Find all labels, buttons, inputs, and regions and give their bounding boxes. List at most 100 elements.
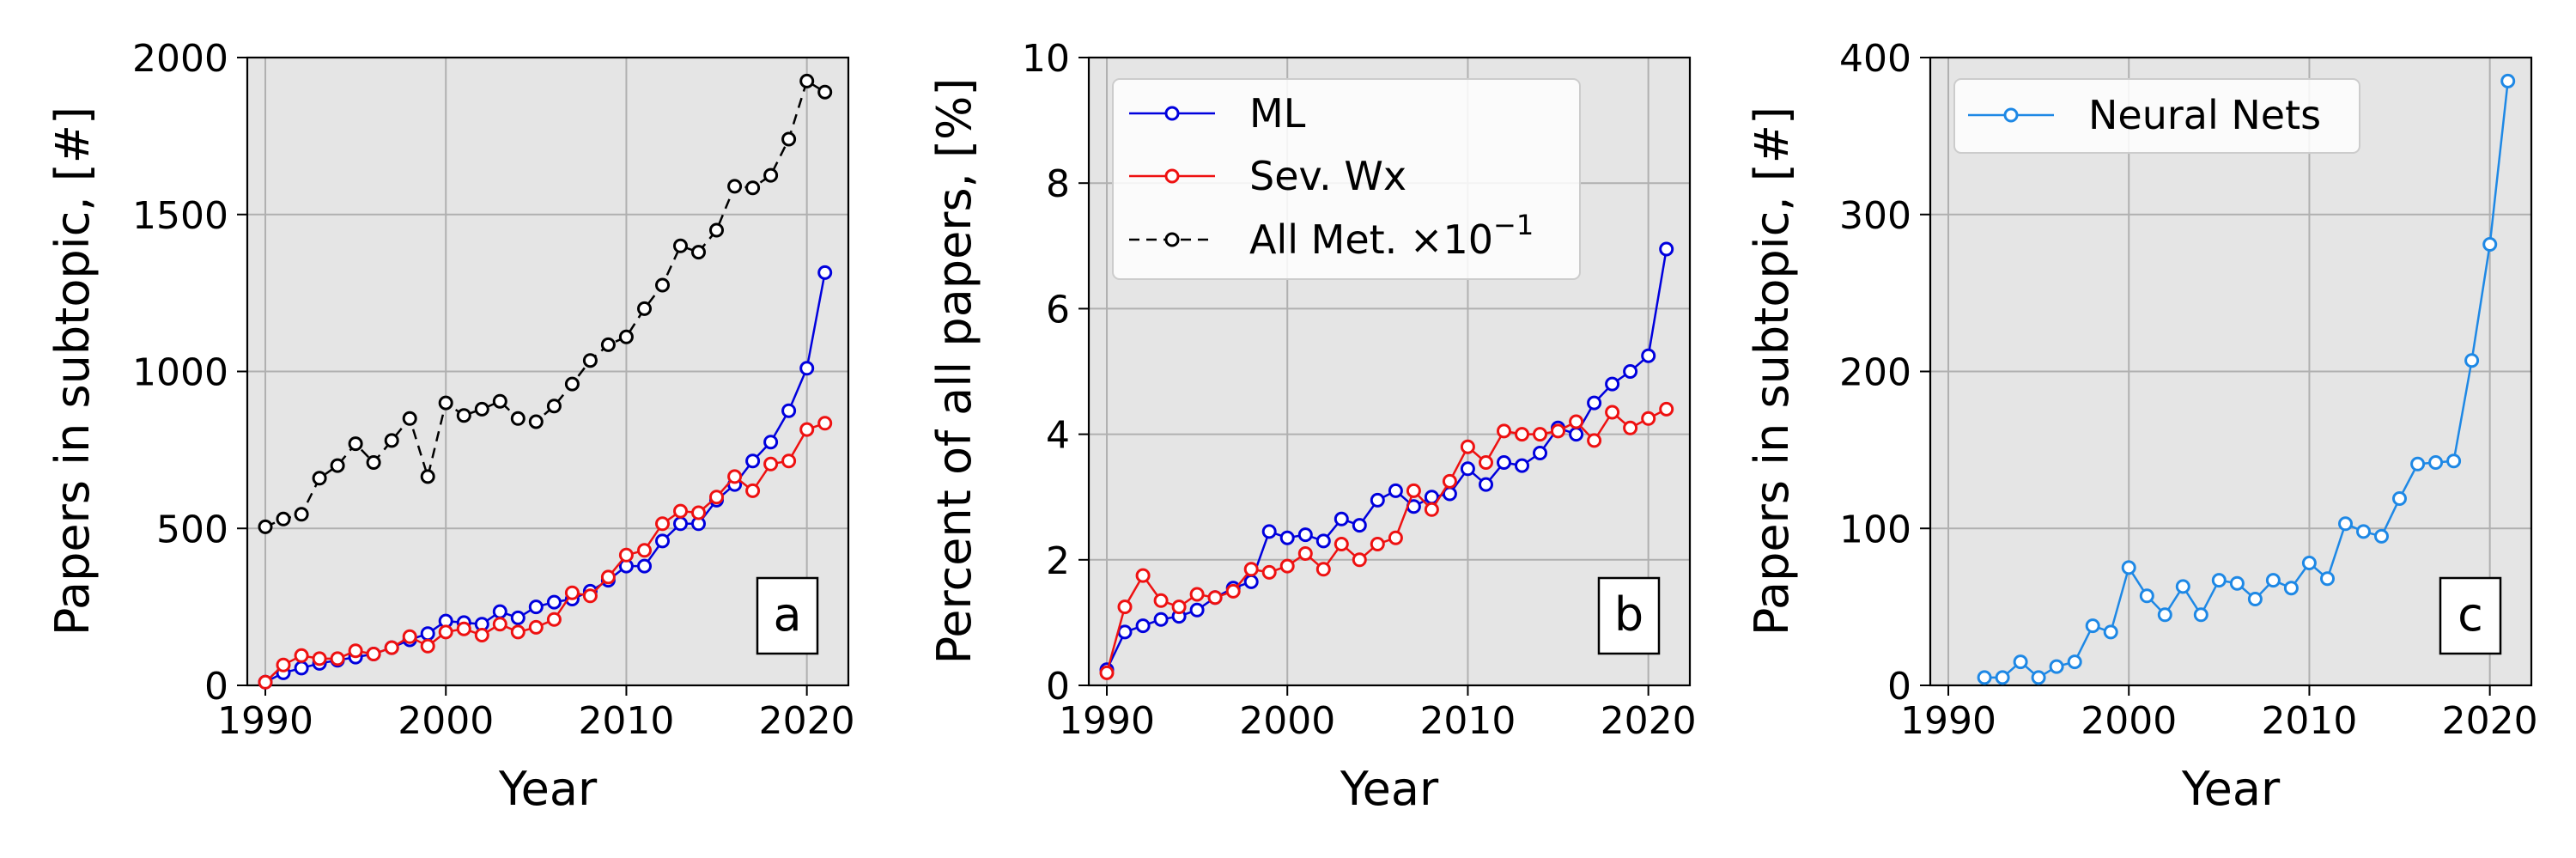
panel-c-series-neural-nets-point: [2049, 659, 2064, 674]
legend-label-all-met-base: All Met. ×10: [1249, 216, 1493, 263]
panel-a-series-sev-wx-point: [709, 490, 724, 505]
panel-a-series-all-met-point: [618, 329, 634, 344]
panel-b-series-sev-wx-point: [1388, 530, 1403, 545]
panel-a-series-sev-wx-point: [510, 624, 526, 640]
panel-b-series-ml-point: [1352, 518, 1367, 533]
panel-a-series-sev-wx-point: [763, 456, 779, 472]
panel-b-series-sev-wx-point: [1352, 552, 1367, 568]
legend-label-neural-nets: Neural Nets: [2088, 92, 2321, 138]
panel-b-panel-label: b: [1614, 587, 1643, 642]
panel-a-series-sev-wx-point: [384, 640, 399, 655]
panel-c-series-neural-nets-point: [2013, 654, 2028, 670]
legend-label-ml: ML: [1249, 90, 1306, 137]
panel-a-panel-label: a: [773, 587, 801, 642]
panel-c-x-tick-label: 2020: [2442, 699, 2538, 743]
panel-a-series-all-met-point: [799, 73, 815, 88]
legend-marker-ml: [1164, 106, 1180, 121]
panel-b-x-tick-label: 2000: [1239, 699, 1335, 743]
panel-b-series-ml-point: [1315, 533, 1331, 549]
panel-c-series-neural-nets-point: [2193, 607, 2208, 623]
panel-b-ticks: 1990 2000 2010 2020 0 2 4 6 8 10: [1022, 37, 1697, 743]
panel-a-series-sev-wx-point: [727, 469, 743, 484]
panel-b-series-sev-wx-point: [1533, 427, 1547, 442]
panel-c-marks: [1977, 73, 2516, 685]
panel-b-series-sev-wx-point: [1171, 599, 1187, 615]
panel-a-marks: [258, 73, 833, 690]
panel-c-y-tick-label: 200: [1839, 351, 1911, 395]
panel-b-series-sev-wx-point: [1297, 546, 1313, 561]
panel-b-series-ml-point: [1334, 511, 1349, 526]
panel-b-x-tick-label: 2020: [1601, 699, 1697, 743]
panel-a-x-tick-label: 1990: [217, 699, 313, 743]
panel-c-x-tick-label: 1990: [1900, 699, 1996, 743]
panel-b-series-sev-wx-point: [1460, 439, 1475, 454]
panel-a-series-all-met-point: [384, 433, 399, 448]
panel-b-series-sev-wx-point: [1442, 473, 1457, 489]
panel-c-series-neural-nets-point: [2283, 581, 2299, 596]
panel-a-series-all-met-point: [564, 376, 580, 392]
panel-b-series-sev-wx-point: [1479, 455, 1493, 470]
panel-c-series-neural-nets-point: [2482, 237, 2498, 252]
panel-a-series-all-met-point: [528, 414, 544, 429]
panel-a-series-all-met-point: [258, 519, 273, 534]
panel-c-legend-box: [1953, 78, 2360, 154]
panel-c-series-neural-nets-point: [1977, 670, 1992, 685]
panel-a-series-all-met-point: [691, 245, 706, 260]
panel-c-x-tick-label: 2010: [2261, 699, 2357, 743]
panel-a-series-all-met-point: [637, 301, 652, 316]
panel-a-series-all-met-point: [673, 238, 688, 253]
panel-a-series-ml-point: [510, 610, 526, 625]
panel-a-series-ml-point: [637, 558, 652, 574]
panel-a-series-all-met-point: [655, 277, 670, 293]
panel-b-series-ml-point: [1497, 455, 1511, 470]
panel-a-series-sev-wx-point: [618, 547, 634, 563]
panel-c-y-tick-label: 400: [1839, 37, 1911, 81]
panel-a-series-sev-wx-point: [691, 505, 706, 520]
panel-b-series-sev-wx-point: [1135, 568, 1151, 583]
panel-b-marks: [1099, 241, 1674, 680]
panel-b-series-ml-point: [1605, 376, 1620, 392]
panel-c-y-tick-label: 300: [1839, 194, 1911, 238]
panel-c-y-tick-label: 100: [1839, 508, 1911, 551]
panel-a-series-sev-wx-point: [673, 503, 688, 519]
panel-b-series-sev-wx-point: [1497, 423, 1511, 439]
panel-c-series-neural-nets-point: [2338, 516, 2353, 532]
panel-a-series-sev-wx-point: [402, 629, 417, 644]
panel-a-y-tick-label: 1500: [132, 194, 228, 238]
panel-a-series-sev-wx-point: [546, 612, 562, 627]
panel-b-series-ml-point: [1623, 364, 1638, 379]
panel-b-series-ml-point: [1135, 618, 1151, 634]
panel-a-series-all-met-point: [276, 511, 291, 526]
panel-c-y-axis-label: Papers in subtopic, [#]: [1745, 106, 1799, 636]
panel-a-series-sev-wx-point: [258, 674, 273, 690]
panel-a-series-ml-point: [763, 435, 779, 450]
panel-c-series-neural-nets-point: [2031, 670, 2046, 685]
panel-b-series-sev-wx-point: [1243, 562, 1259, 577]
panel-a-series-sev-wx-point: [817, 416, 833, 431]
panel-b-series-sev-wx-point: [1117, 599, 1133, 615]
panel-b-axes-frame: [1087, 56, 1692, 687]
legend-label-all-met: All Met. ×10−1: [1249, 209, 1534, 263]
panel-a-series-ml-point: [817, 265, 833, 280]
panel-a-x-tick-label: 2000: [398, 699, 494, 743]
panel-b-series-ml-point: [1261, 524, 1277, 539]
panel-c-label-box: [2439, 576, 2502, 655]
panel-b-series-sev-wx-point: [1623, 420, 1638, 435]
panel-a-series-ml-point: [745, 453, 761, 469]
legend-entry-ml: ML: [1129, 90, 1306, 137]
legend-marker-neural-nets: [2003, 107, 2019, 123]
panel-c-series-neural-nets-point: [2103, 624, 2118, 640]
panel-b-series-sev-wx-point: [1153, 593, 1169, 608]
legend-entry-all-met: All Met. ×10−1: [1129, 209, 1534, 263]
panel-b-series-sev-wx-point: [1370, 537, 1385, 551]
panel-c-series-neural-nets-point: [2175, 579, 2190, 594]
panel-a-x-axis-label: Year: [498, 762, 598, 816]
legend-label-all-met-exponent: −1: [1493, 209, 1534, 241]
panel-a-series-sev-wx-point: [312, 651, 327, 666]
panel-b-series-sev-wx-point: [1406, 483, 1421, 498]
panel-a-x-tick-label: 2010: [578, 699, 674, 743]
panel-a-series-all-met-point: [438, 395, 453, 411]
panel-b-series-ml-point: [1569, 427, 1584, 442]
panel-a-series-all-met-point: [745, 180, 761, 196]
panel-a-series-sev-wx-point: [438, 624, 453, 640]
